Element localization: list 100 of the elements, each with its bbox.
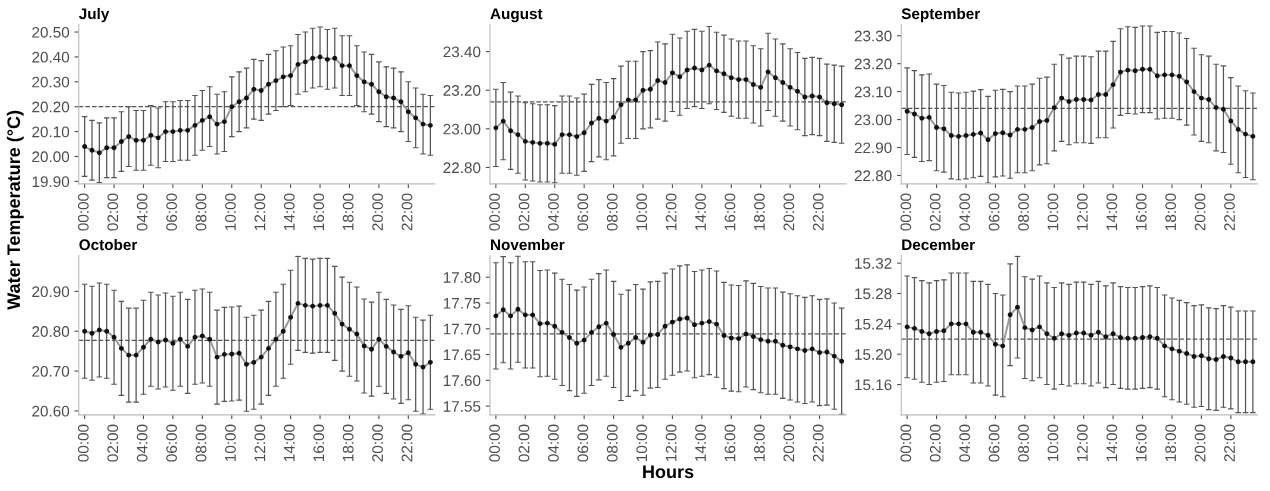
y-tick-label: 23.10 bbox=[854, 86, 892, 98]
x-tick-label: 12:00 bbox=[1076, 424, 1088, 461]
x-tick-label: 06:00 bbox=[988, 424, 1000, 462]
y-tick-label: 22.80 bbox=[443, 162, 481, 174]
x-tick-label: 08:00 bbox=[1018, 193, 1029, 231]
x-tick-label: 00:00 bbox=[77, 424, 89, 462]
y-tick-label: 23.00 bbox=[443, 123, 481, 135]
chart-title: November bbox=[491, 238, 565, 251]
y-tick-label: 17.60 bbox=[443, 375, 481, 387]
y-tick-label: 15.20 bbox=[855, 349, 892, 360]
y-tick-label: 17.80 bbox=[443, 272, 481, 283]
x-tick-label: 00:00 bbox=[77, 193, 89, 231]
x-tick-label: 06:00 bbox=[166, 424, 178, 462]
y-axis-title: Water Temperature (°C) bbox=[6, 110, 24, 310]
x-tick-label: 00:00 bbox=[489, 424, 500, 462]
y-tick-label: 15.28 bbox=[855, 288, 892, 300]
x-tick-label: 08:00 bbox=[606, 424, 618, 462]
x-tick-label: 14:00 bbox=[283, 424, 295, 461]
x-tick-label: 22:00 bbox=[401, 193, 413, 231]
y-tick-label: 20.60 bbox=[32, 405, 70, 417]
y-tick-label: 17.70 bbox=[443, 323, 481, 335]
y-tick-label: 20.50 bbox=[32, 26, 70, 38]
x-tick-label: 16:00 bbox=[313, 424, 325, 461]
chart-title: July bbox=[78, 7, 110, 23]
x-tick-label: 10:00 bbox=[225, 193, 236, 230]
y-tick-label: 20.30 bbox=[32, 76, 70, 88]
x-tick-label: 10:00 bbox=[636, 193, 648, 230]
x-tick-label: 14:00 bbox=[695, 424, 706, 461]
x-tick-label: 20:00 bbox=[372, 193, 383, 231]
x-tick-label: 08:00 bbox=[195, 424, 207, 462]
x-tick-label: 04:00 bbox=[959, 193, 971, 231]
x-tick-label: 10:00 bbox=[1047, 424, 1059, 461]
x-tick-label: 14:00 bbox=[283, 193, 295, 230]
x-tick-label: 02:00 bbox=[929, 424, 941, 462]
chart-title: August bbox=[490, 8, 543, 23]
x-tick-label: 10:00 bbox=[1047, 193, 1059, 230]
y-tick-label: 20.40 bbox=[32, 51, 70, 63]
x-tick-label: 10:00 bbox=[636, 424, 648, 461]
x-tick-label: 12:00 bbox=[665, 424, 677, 461]
y-tick-label: 17.75 bbox=[443, 298, 481, 309]
y-tick-label: 22.80 bbox=[854, 170, 892, 182]
x-tick-label: 04:00 bbox=[136, 424, 148, 462]
x-axis-title: Hours bbox=[643, 465, 694, 479]
x-tick-label: 18:00 bbox=[1165, 424, 1177, 461]
x-tick-label: 12:00 bbox=[1076, 193, 1088, 230]
x-tick-label: 06:00 bbox=[166, 193, 178, 231]
x-tick-label: 04:00 bbox=[548, 424, 559, 462]
x-tick-label: 20:00 bbox=[783, 193, 795, 231]
x-tick-label: 16:00 bbox=[1135, 424, 1147, 461]
x-tick-label: 18:00 bbox=[342, 424, 354, 461]
x-tick-label: 00:00 bbox=[489, 193, 500, 231]
y-tick-label: 15.24 bbox=[855, 318, 892, 330]
x-tick-label: 08:00 bbox=[606, 193, 618, 231]
x-tick-label: 18:00 bbox=[754, 424, 765, 461]
x-tick-label: 22:00 bbox=[401, 424, 413, 462]
x-tick-label: 12:00 bbox=[254, 424, 266, 461]
y-tick-label: 17.55 bbox=[443, 401, 481, 412]
y-tick-label: 19.90 bbox=[32, 176, 70, 188]
x-tick-label: 20:00 bbox=[1194, 193, 1206, 231]
x-tick-label: 08:00 bbox=[195, 193, 207, 231]
y-tick-label: 23.40 bbox=[443, 46, 481, 58]
x-tick-label: 02:00 bbox=[929, 193, 941, 231]
x-tick-label: 14:00 bbox=[1106, 193, 1118, 230]
x-tick-label: 16:00 bbox=[724, 193, 736, 230]
x-tick-label: 06:00 bbox=[988, 193, 1000, 231]
x-tick-label: 12:00 bbox=[665, 193, 677, 230]
x-tick-label: 12:00 bbox=[254, 193, 266, 230]
x-tick-label: 02:00 bbox=[518, 424, 530, 462]
x-tick-label: 16:00 bbox=[724, 424, 736, 461]
x-tick-label: 16:00 bbox=[313, 193, 325, 230]
x-tick-label: 04:00 bbox=[548, 193, 559, 231]
y-tick-label: 20.70 bbox=[32, 365, 70, 377]
chart-title: October bbox=[79, 238, 138, 251]
y-tick-label: 20.20 bbox=[32, 101, 70, 113]
x-tick-label: 22:00 bbox=[812, 424, 824, 462]
y-tick-label: 23.20 bbox=[854, 58, 892, 70]
y-tick-label: 17.65 bbox=[443, 349, 481, 361]
x-tick-label: 10:00 bbox=[225, 424, 236, 461]
x-tick-label: 08:00 bbox=[1018, 424, 1029, 462]
y-tick-label: 15.16 bbox=[855, 379, 892, 391]
x-tick-label: 20:00 bbox=[372, 424, 383, 462]
x-tick-label: 14:00 bbox=[695, 193, 706, 230]
x-tick-label: 02:00 bbox=[107, 424, 119, 462]
y-tick-label: 20.10 bbox=[32, 126, 70, 138]
x-tick-label: 16:00 bbox=[1135, 193, 1147, 230]
y-tick-label: 22.90 bbox=[854, 142, 892, 154]
x-tick-label: 20:00 bbox=[1194, 424, 1206, 462]
y-tick-label: 23.20 bbox=[443, 85, 481, 96]
x-tick-label: 14:00 bbox=[1106, 424, 1118, 461]
x-tick-label: 04:00 bbox=[959, 424, 971, 462]
x-tick-label: 18:00 bbox=[342, 193, 354, 230]
x-tick-label: 20:00 bbox=[783, 424, 795, 462]
y-tick-label: 20.90 bbox=[32, 286, 70, 298]
y-tick-label: 15.32 bbox=[855, 258, 892, 269]
chart-title: September bbox=[901, 7, 980, 23]
x-tick-label: 06:00 bbox=[577, 193, 589, 231]
x-tick-label: 22:00 bbox=[1224, 424, 1235, 462]
x-tick-label: 06:00 bbox=[577, 424, 589, 462]
y-tick-label: 23.30 bbox=[854, 30, 892, 42]
x-tick-label: 18:00 bbox=[1165, 193, 1177, 230]
